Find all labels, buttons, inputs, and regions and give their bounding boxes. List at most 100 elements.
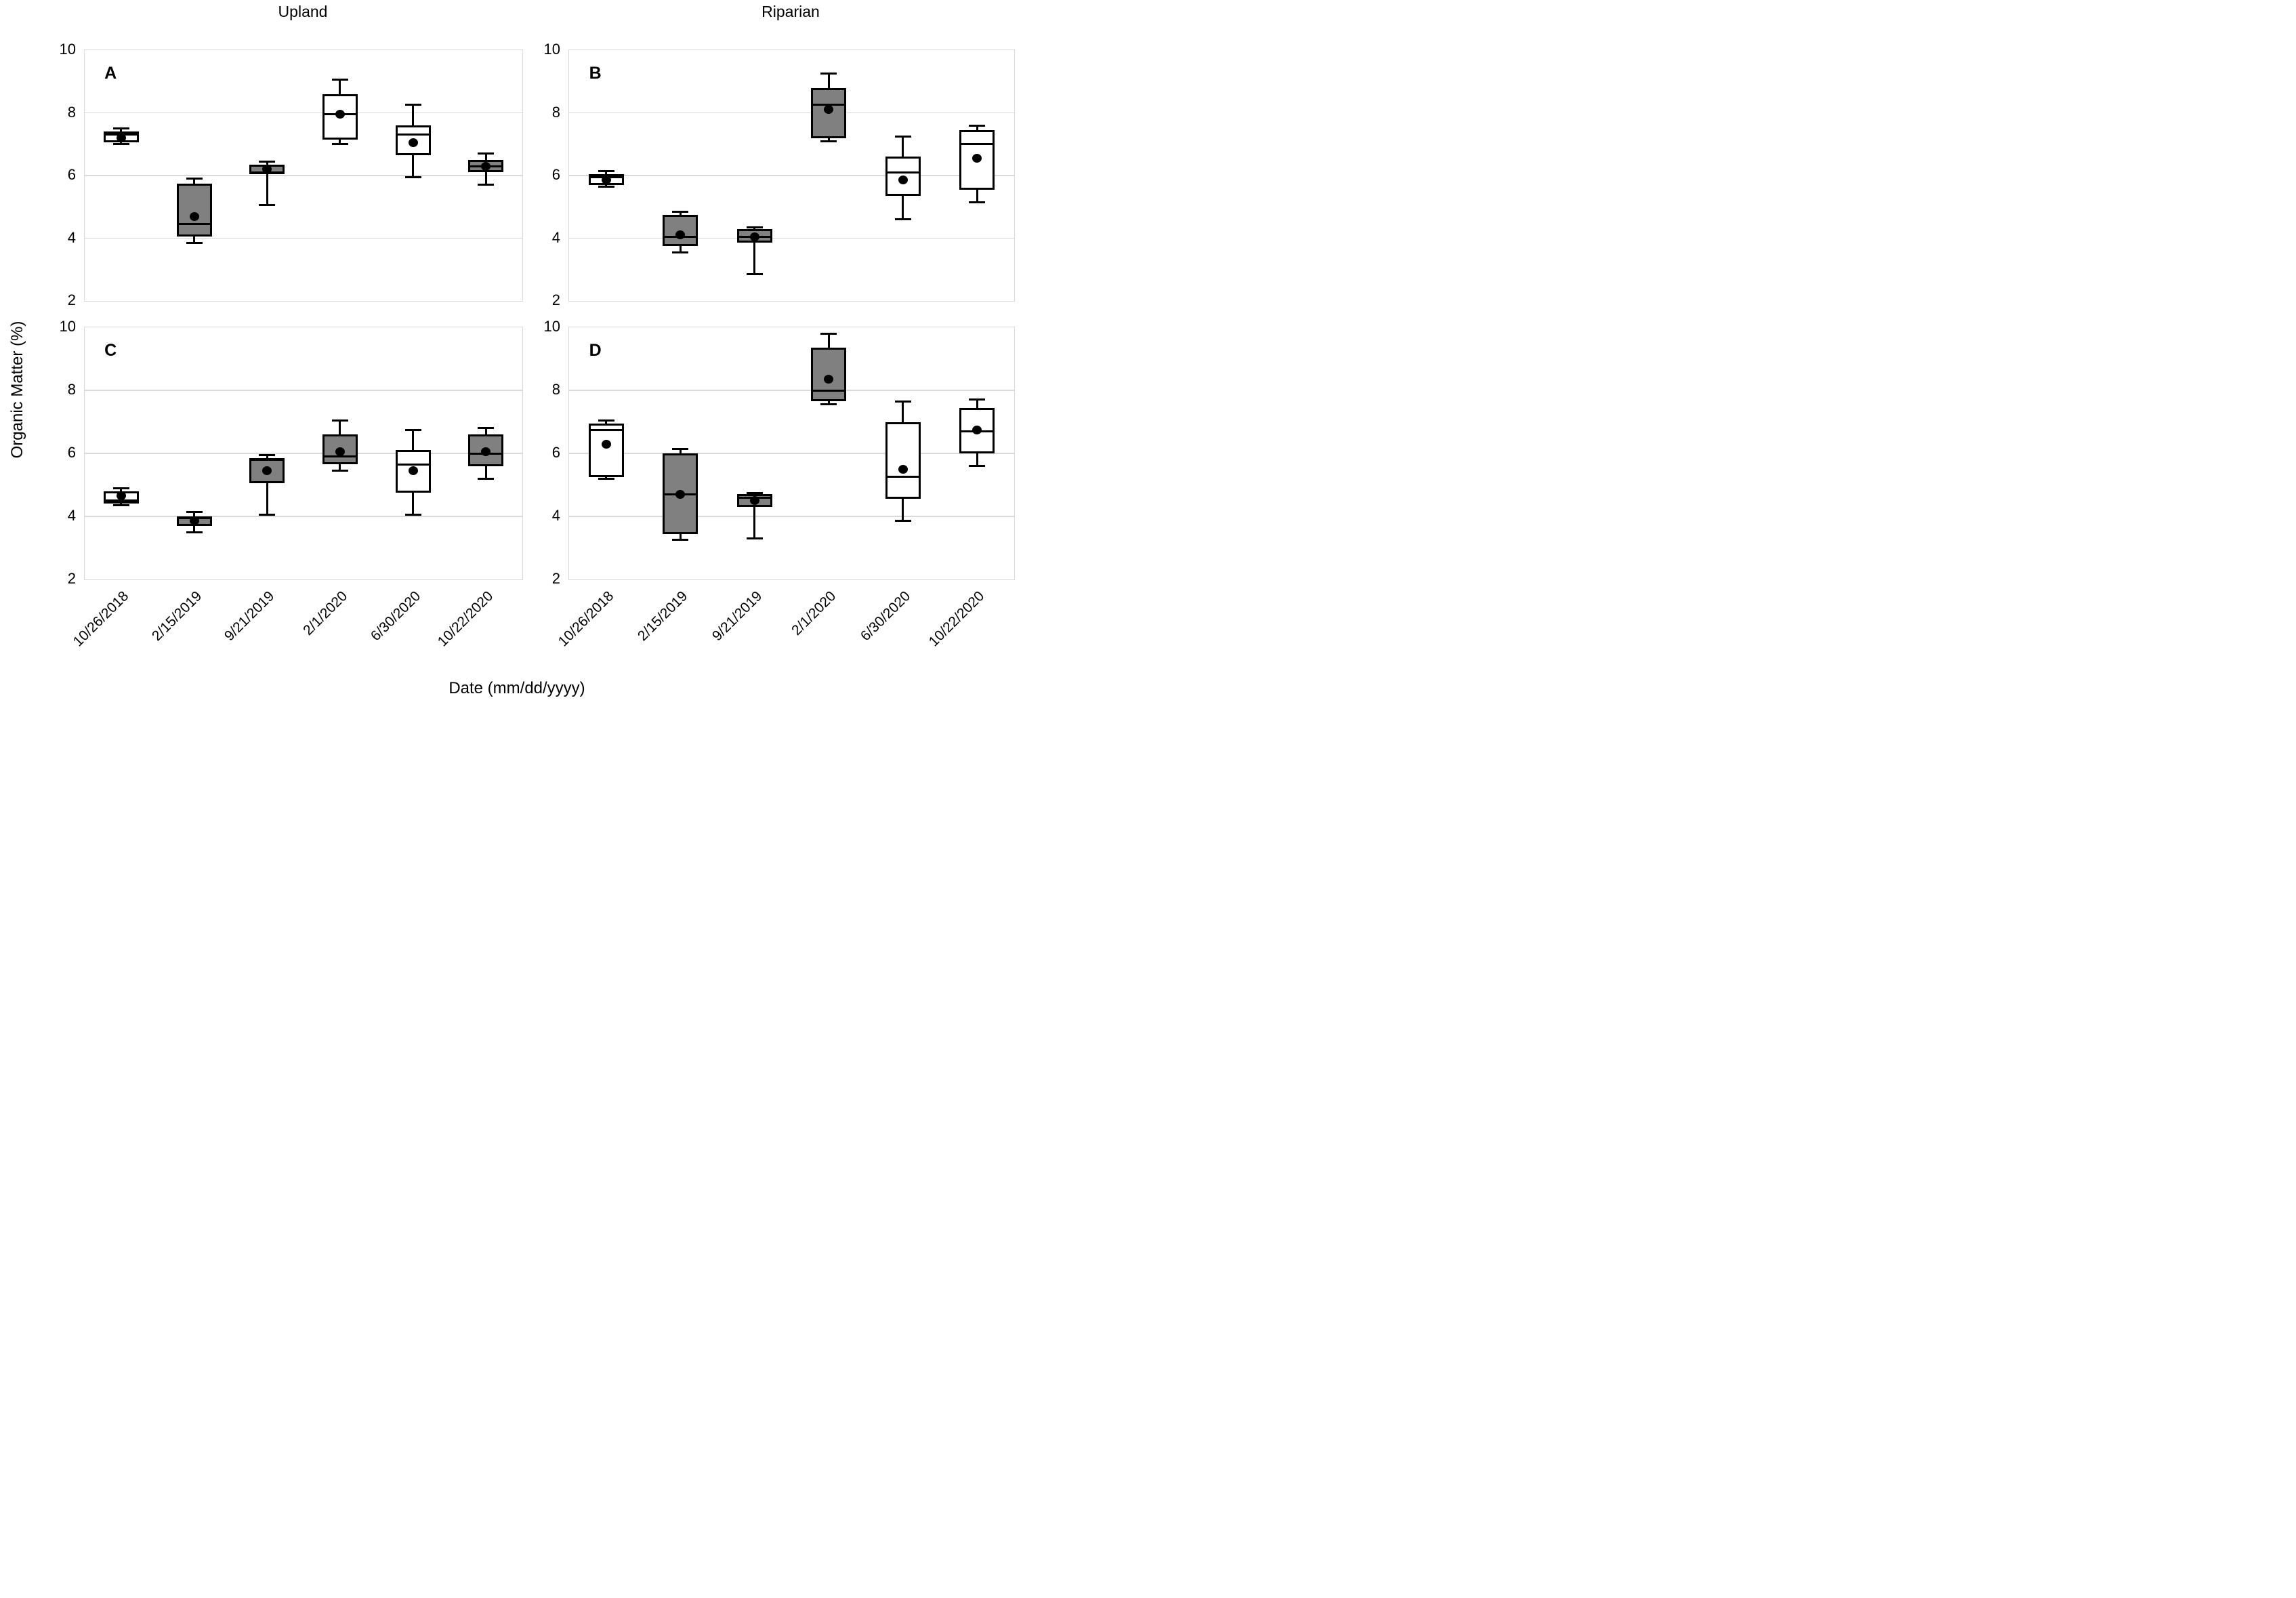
- y-tick-label: 4: [551, 507, 560, 524]
- y-tick-label: 10: [543, 41, 560, 58]
- y-tick-label: 2: [551, 570, 560, 587]
- x-date-label: 10/26/2018: [555, 588, 617, 650]
- y-tick-label: 6: [67, 166, 76, 183]
- box-plot-box: [176, 183, 212, 237]
- box-plot-box: [663, 214, 698, 247]
- whisker-cap-top: [478, 427, 495, 430]
- panel-label-c: C: [104, 341, 117, 361]
- gridline: [569, 516, 1014, 517]
- y-tick-label: 4: [551, 228, 560, 246]
- whisker-cap-bottom: [404, 176, 421, 178]
- panel-b-plot-area: B: [568, 49, 1015, 302]
- y-tick-label: 4: [67, 228, 76, 246]
- whisker-cap-top: [598, 169, 614, 172]
- whisker-cap-top: [331, 79, 348, 81]
- whisker-cap-top: [672, 447, 689, 450]
- mean-dot: [972, 154, 982, 163]
- whisker: [753, 227, 756, 274]
- box-plot-box: [395, 450, 431, 493]
- column-title-riparian: Riparian: [761, 3, 820, 20]
- whisker-cap-top: [259, 453, 276, 456]
- whisker-cap-bottom: [186, 531, 203, 533]
- mean-dot: [408, 466, 418, 476]
- whisker-cap-bottom: [820, 140, 837, 142]
- panel-label-a: A: [104, 64, 117, 83]
- gridline: [569, 175, 1014, 176]
- median-line: [811, 389, 847, 392]
- median-line: [959, 143, 995, 146]
- whisker-cap-bottom: [112, 143, 129, 146]
- whisker-cap-top: [894, 135, 911, 138]
- y-tick-label: 8: [67, 381, 76, 398]
- whisker-cap-bottom: [186, 241, 203, 244]
- gridline: [85, 516, 522, 517]
- y-tick-label: 10: [543, 318, 560, 335]
- mean-dot: [116, 134, 126, 142]
- mean-dot: [898, 176, 908, 185]
- panel-a-plot-area: A: [84, 49, 523, 302]
- mean-dot: [898, 464, 908, 474]
- y-tick-label: 10: [59, 318, 76, 335]
- panel-label-d: D: [589, 341, 602, 361]
- median-line: [885, 171, 921, 173]
- whisker-cap-top: [672, 210, 689, 213]
- gridline: [569, 237, 1014, 239]
- y-axis-title: Organic Matter (%): [8, 321, 26, 459]
- whisker-cap-bottom: [331, 143, 348, 146]
- mean-dot: [189, 211, 199, 221]
- x-axis-title: Date (mm/dd/yyyy): [448, 679, 585, 697]
- x-date-label: 2/15/2019: [148, 588, 205, 644]
- mean-dot: [675, 230, 686, 240]
- mean-dot: [481, 447, 491, 457]
- whisker-cap-top: [404, 104, 421, 106]
- box-plot-box: [588, 423, 624, 477]
- whisker: [753, 493, 756, 539]
- whisker-cap-bottom: [746, 537, 763, 540]
- median-line: [885, 476, 921, 478]
- column-title-upland: Upland: [278, 3, 328, 20]
- box-plot-box: [811, 348, 847, 402]
- y-tick-label: 2: [67, 291, 76, 308]
- gridline: [85, 453, 522, 454]
- boxplot-figure: Upland Riparian Organic Matter (%) Date …: [0, 0, 1016, 712]
- mean-dot: [749, 232, 759, 241]
- whisker-cap-bottom: [820, 403, 837, 406]
- whisker-cap-bottom: [259, 514, 276, 516]
- mean-dot: [749, 496, 759, 506]
- mean-dot: [675, 489, 686, 499]
- whisker-cap-bottom: [894, 218, 911, 221]
- gridline: [85, 175, 522, 176]
- panel-c-plot-area: C: [84, 327, 523, 580]
- x-date-label: 10/22/2020: [434, 588, 497, 650]
- whisker-cap-bottom: [112, 504, 129, 507]
- y-tick-label: 2: [551, 291, 560, 308]
- x-date-label: 10/26/2018: [70, 588, 132, 650]
- whisker-cap-bottom: [598, 185, 614, 188]
- x-date-label: 9/21/2019: [709, 588, 766, 644]
- median-line: [249, 458, 285, 461]
- panel-label-b: B: [589, 64, 602, 83]
- mean-dot: [601, 176, 611, 185]
- y-tick-label: 2: [67, 570, 76, 587]
- x-date-label: 2/1/2020: [789, 588, 839, 639]
- median-line: [395, 134, 431, 136]
- gridline: [85, 390, 522, 391]
- gridline: [569, 453, 1014, 454]
- whisker-cap-top: [186, 178, 203, 180]
- whisker-cap-top: [112, 487, 129, 489]
- gridline: [569, 390, 1014, 391]
- whisker-cap-top: [820, 332, 837, 335]
- mean-dot: [481, 161, 491, 171]
- whisker-cap-bottom: [259, 204, 276, 207]
- whisker-cap-bottom: [672, 251, 689, 253]
- x-date-label: 6/30/2020: [857, 588, 914, 644]
- y-tick-label: 6: [67, 444, 76, 461]
- mean-dot: [189, 516, 199, 526]
- whisker-cap-top: [259, 160, 276, 163]
- whisker-cap-top: [969, 398, 986, 401]
- whisker-cap-top: [598, 419, 614, 422]
- whisker-cap-top: [894, 400, 911, 403]
- whisker: [266, 161, 268, 205]
- mean-dot: [335, 110, 345, 119]
- gridline: [85, 112, 522, 114]
